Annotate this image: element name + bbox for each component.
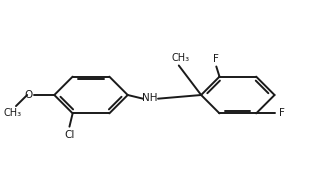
Text: NH: NH xyxy=(142,93,158,103)
Text: CH₃: CH₃ xyxy=(4,108,22,118)
Text: F: F xyxy=(214,54,219,64)
Text: O: O xyxy=(25,90,33,100)
Text: CH₃: CH₃ xyxy=(171,53,189,63)
Text: F: F xyxy=(279,108,284,118)
Text: Cl: Cl xyxy=(64,130,75,140)
